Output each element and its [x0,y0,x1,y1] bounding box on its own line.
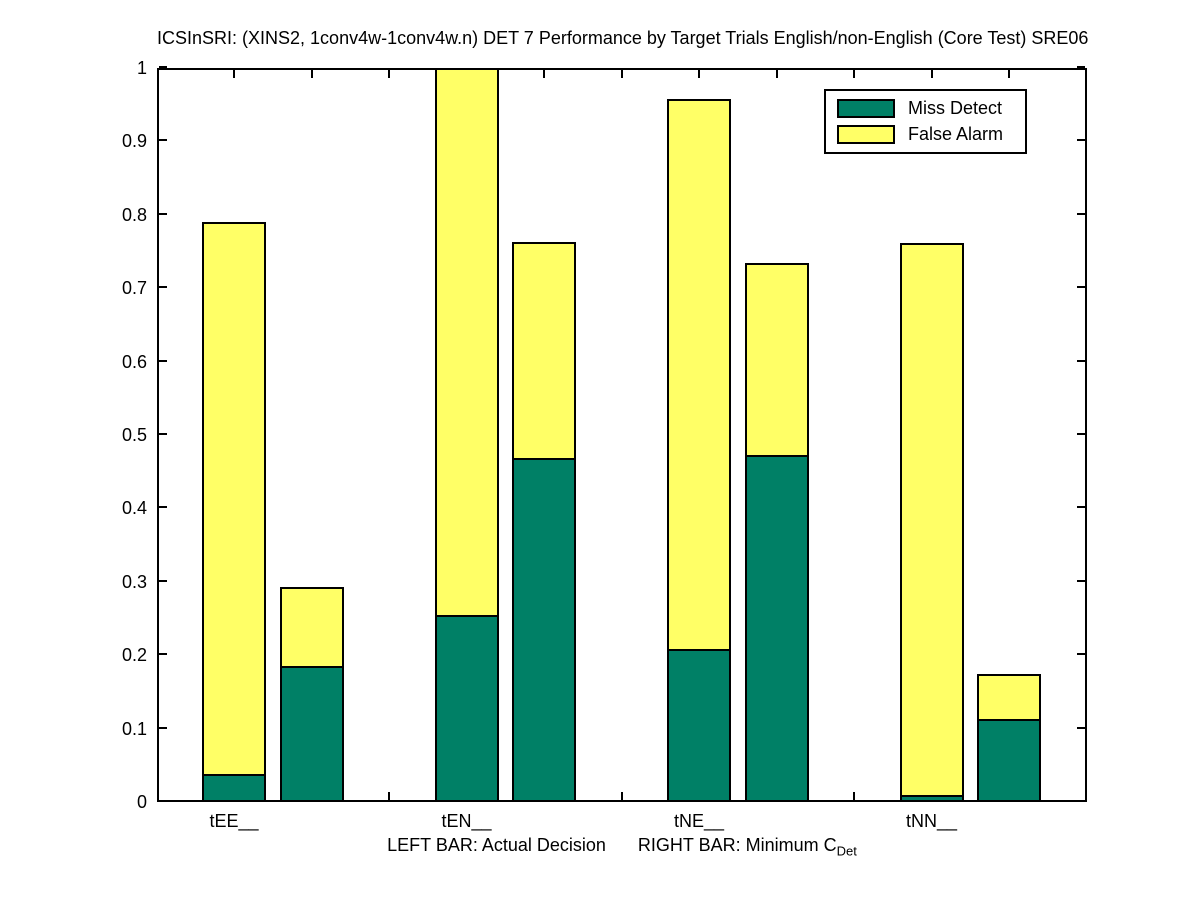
legend: Miss Detect False Alarm [824,89,1027,154]
y-axis-tick-label: 0.9 [121,131,147,152]
y-axis-tick-label: 0.5 [121,425,147,445]
y-axis-tick-label: 0.1 [121,718,147,739]
y-axis-tick-label: 0.8 [121,204,147,225]
x-axis-label-subscript: Det [836,843,857,859]
y-axis-tick-right [1077,139,1085,142]
x-axis-tick-top [233,70,235,78]
bar-right-miss-detect-tEE__ [279,666,344,802]
y-axis-tick [159,286,167,289]
y-axis-tick-right [1077,433,1085,435]
x-axis-tick-top [775,70,778,78]
x-axis-tick [853,792,855,800]
y-axis-tick [159,726,167,729]
x-category-label: tNE__ [673,811,725,831]
bar-left-false-alarm-tNE__ [667,98,731,652]
y-axis-tick [159,653,167,656]
y-axis-tick [159,433,167,435]
x-axis-tick-top [620,70,623,78]
x-axis-tick-top [930,70,933,78]
y-axis-tick [159,579,167,582]
x-axis-label-left-bar: LEFT BAR: Actual Decision [387,835,606,855]
y-axis-tick [159,506,167,509]
y-axis-tick [159,800,167,802]
x-category-label: tEN__ [441,811,492,831]
bar-right-false-alarm-tEE__ [279,586,344,669]
bar-left-miss-detect-tNE__ [667,649,731,802]
x-category-label: tNN__ [905,811,958,831]
legend-label-false-alarm: False Alarm [908,124,1004,144]
y-axis-tick-right [1077,212,1085,215]
y-axis-tick [159,66,167,68]
y-axis-tick-right [1077,286,1085,289]
legend-label-miss-detect: Miss Detect [908,98,1003,118]
y-axis-tick [159,139,167,142]
y-axis-tick [159,212,167,215]
bar-left-miss-detect-tEE__ [202,774,266,802]
y-axis-tick-label: 0 [136,792,147,812]
y-axis-tick-label: 0.7 [121,278,147,299]
x-axis-tick-top [388,70,390,78]
y-axis-tick-right [1077,66,1085,68]
y-axis-tick-label: 0.3 [121,571,147,592]
bar-right-false-alarm-tNN__ [977,673,1041,722]
y-axis-tick-right [1077,359,1085,362]
bar-right-miss-detect-tNN__ [977,719,1041,802]
x-axis-label-right-bar: RIGHT BAR: Minimum C [637,835,837,855]
y-axis-tick-right [1077,800,1085,802]
x-axis-label: LEFT BAR: Actual Decision RIGHT BAR: Mini… [157,835,1087,859]
bar-left-false-alarm-tNN__ [899,243,964,797]
y-axis-tick-label: 0.6 [121,351,147,372]
y-axis-tick-label: 0.4 [121,498,147,519]
y-axis-tick [159,359,167,362]
legend-swatch-miss-detect [837,99,895,118]
x-axis-tick-top [698,70,700,78]
bar-right-miss-detect-tEN__ [512,457,576,802]
y-axis-tick-right [1077,506,1085,509]
y-axis-tick-right [1077,579,1085,582]
legend-entry-miss-detect: Miss Detect [826,98,1025,119]
legend-entry-false-alarm: False Alarm [826,124,1025,145]
chart-title: ICSInSRI: (XINS2, 1conv4w-1conv4w.n) DET… [157,28,1089,48]
x-axis-tick-top [543,70,545,78]
bar-right-false-alarm-tNE__ [744,262,809,457]
x-axis-tick-top [1008,70,1010,78]
x-axis-tick [620,792,623,800]
y-axis-tick-right [1077,726,1085,729]
legend-swatch-false-alarm [837,125,895,144]
y-axis-tick-label: 0.2 [121,645,147,666]
bar-right-miss-detect-tNE__ [744,454,809,802]
x-category-label: tEE__ [209,811,259,831]
x-axis-tick-top [310,70,313,78]
y-axis-tick-label: 1 [136,58,147,78]
bar-left-miss-detect-tNN__ [899,794,964,802]
bar-left-miss-detect-tEN__ [434,614,499,802]
x-axis-tick [388,792,390,800]
x-axis-tick-top [853,70,855,78]
bar-right-false-alarm-tEN__ [512,241,576,460]
bar-left-false-alarm-tEN__ [434,68,499,617]
bar-left-false-alarm-tEE__ [202,222,266,777]
y-axis-tick-right [1077,653,1085,656]
